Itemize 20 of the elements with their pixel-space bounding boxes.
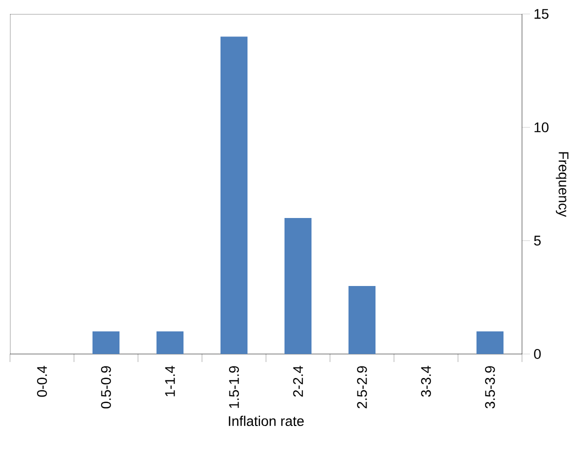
y-tick-label: 5 (534, 236, 541, 246)
x-tick-label: 1-1.4 (165, 366, 175, 396)
x-tick-label: 1.5-1.9 (229, 366, 239, 408)
y-tick-label: 15 (534, 9, 548, 19)
y-axis-title: Frequency (556, 152, 568, 217)
x-axis-title: Inflation rate (228, 416, 304, 426)
x-tick-label: 2-2.4 (293, 366, 303, 397)
bar (92, 331, 120, 354)
bar (476, 331, 504, 354)
x-tick-label: 3.5-3.9 (485, 366, 495, 408)
x-tick-label: 2.5-2.9 (357, 366, 367, 408)
x-tick-label: 0.5-0.9 (101, 366, 111, 408)
bar (348, 286, 376, 354)
x-tick-label: 3-3.4 (421, 366, 431, 397)
bar (220, 36, 248, 354)
bar (284, 218, 312, 354)
y-tick-label: 0 (534, 349, 541, 359)
bar (156, 331, 184, 354)
x-tick-label: 0-0.4 (37, 366, 47, 397)
y-tick-label: 10 (534, 122, 548, 132)
